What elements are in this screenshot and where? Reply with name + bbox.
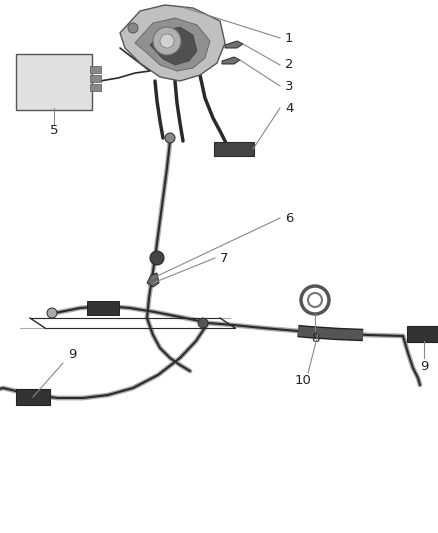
FancyBboxPatch shape	[214, 142, 254, 156]
FancyBboxPatch shape	[16, 389, 50, 405]
Text: 8: 8	[311, 332, 319, 344]
Circle shape	[153, 27, 181, 55]
Text: 6: 6	[285, 212, 293, 224]
Polygon shape	[225, 41, 243, 48]
Circle shape	[165, 133, 175, 143]
FancyBboxPatch shape	[89, 75, 100, 82]
Polygon shape	[135, 18, 210, 71]
Text: 10: 10	[295, 375, 311, 387]
FancyBboxPatch shape	[87, 301, 119, 315]
FancyBboxPatch shape	[89, 66, 100, 72]
Circle shape	[198, 318, 208, 328]
Circle shape	[160, 34, 174, 48]
Polygon shape	[147, 273, 159, 287]
Polygon shape	[150, 27, 197, 65]
FancyBboxPatch shape	[407, 326, 438, 342]
Circle shape	[128, 23, 138, 33]
Text: 9: 9	[420, 359, 428, 373]
FancyBboxPatch shape	[16, 54, 92, 110]
Text: 9: 9	[68, 349, 76, 361]
Circle shape	[150, 251, 164, 265]
Text: 4: 4	[285, 101, 293, 115]
Text: 7: 7	[220, 252, 229, 264]
Text: 2: 2	[285, 59, 293, 71]
Text: 3: 3	[285, 79, 293, 93]
Circle shape	[47, 308, 57, 318]
Text: 1: 1	[285, 31, 293, 44]
Text: 5: 5	[50, 125, 58, 138]
Polygon shape	[222, 57, 240, 64]
Polygon shape	[120, 5, 225, 81]
FancyBboxPatch shape	[89, 84, 100, 91]
